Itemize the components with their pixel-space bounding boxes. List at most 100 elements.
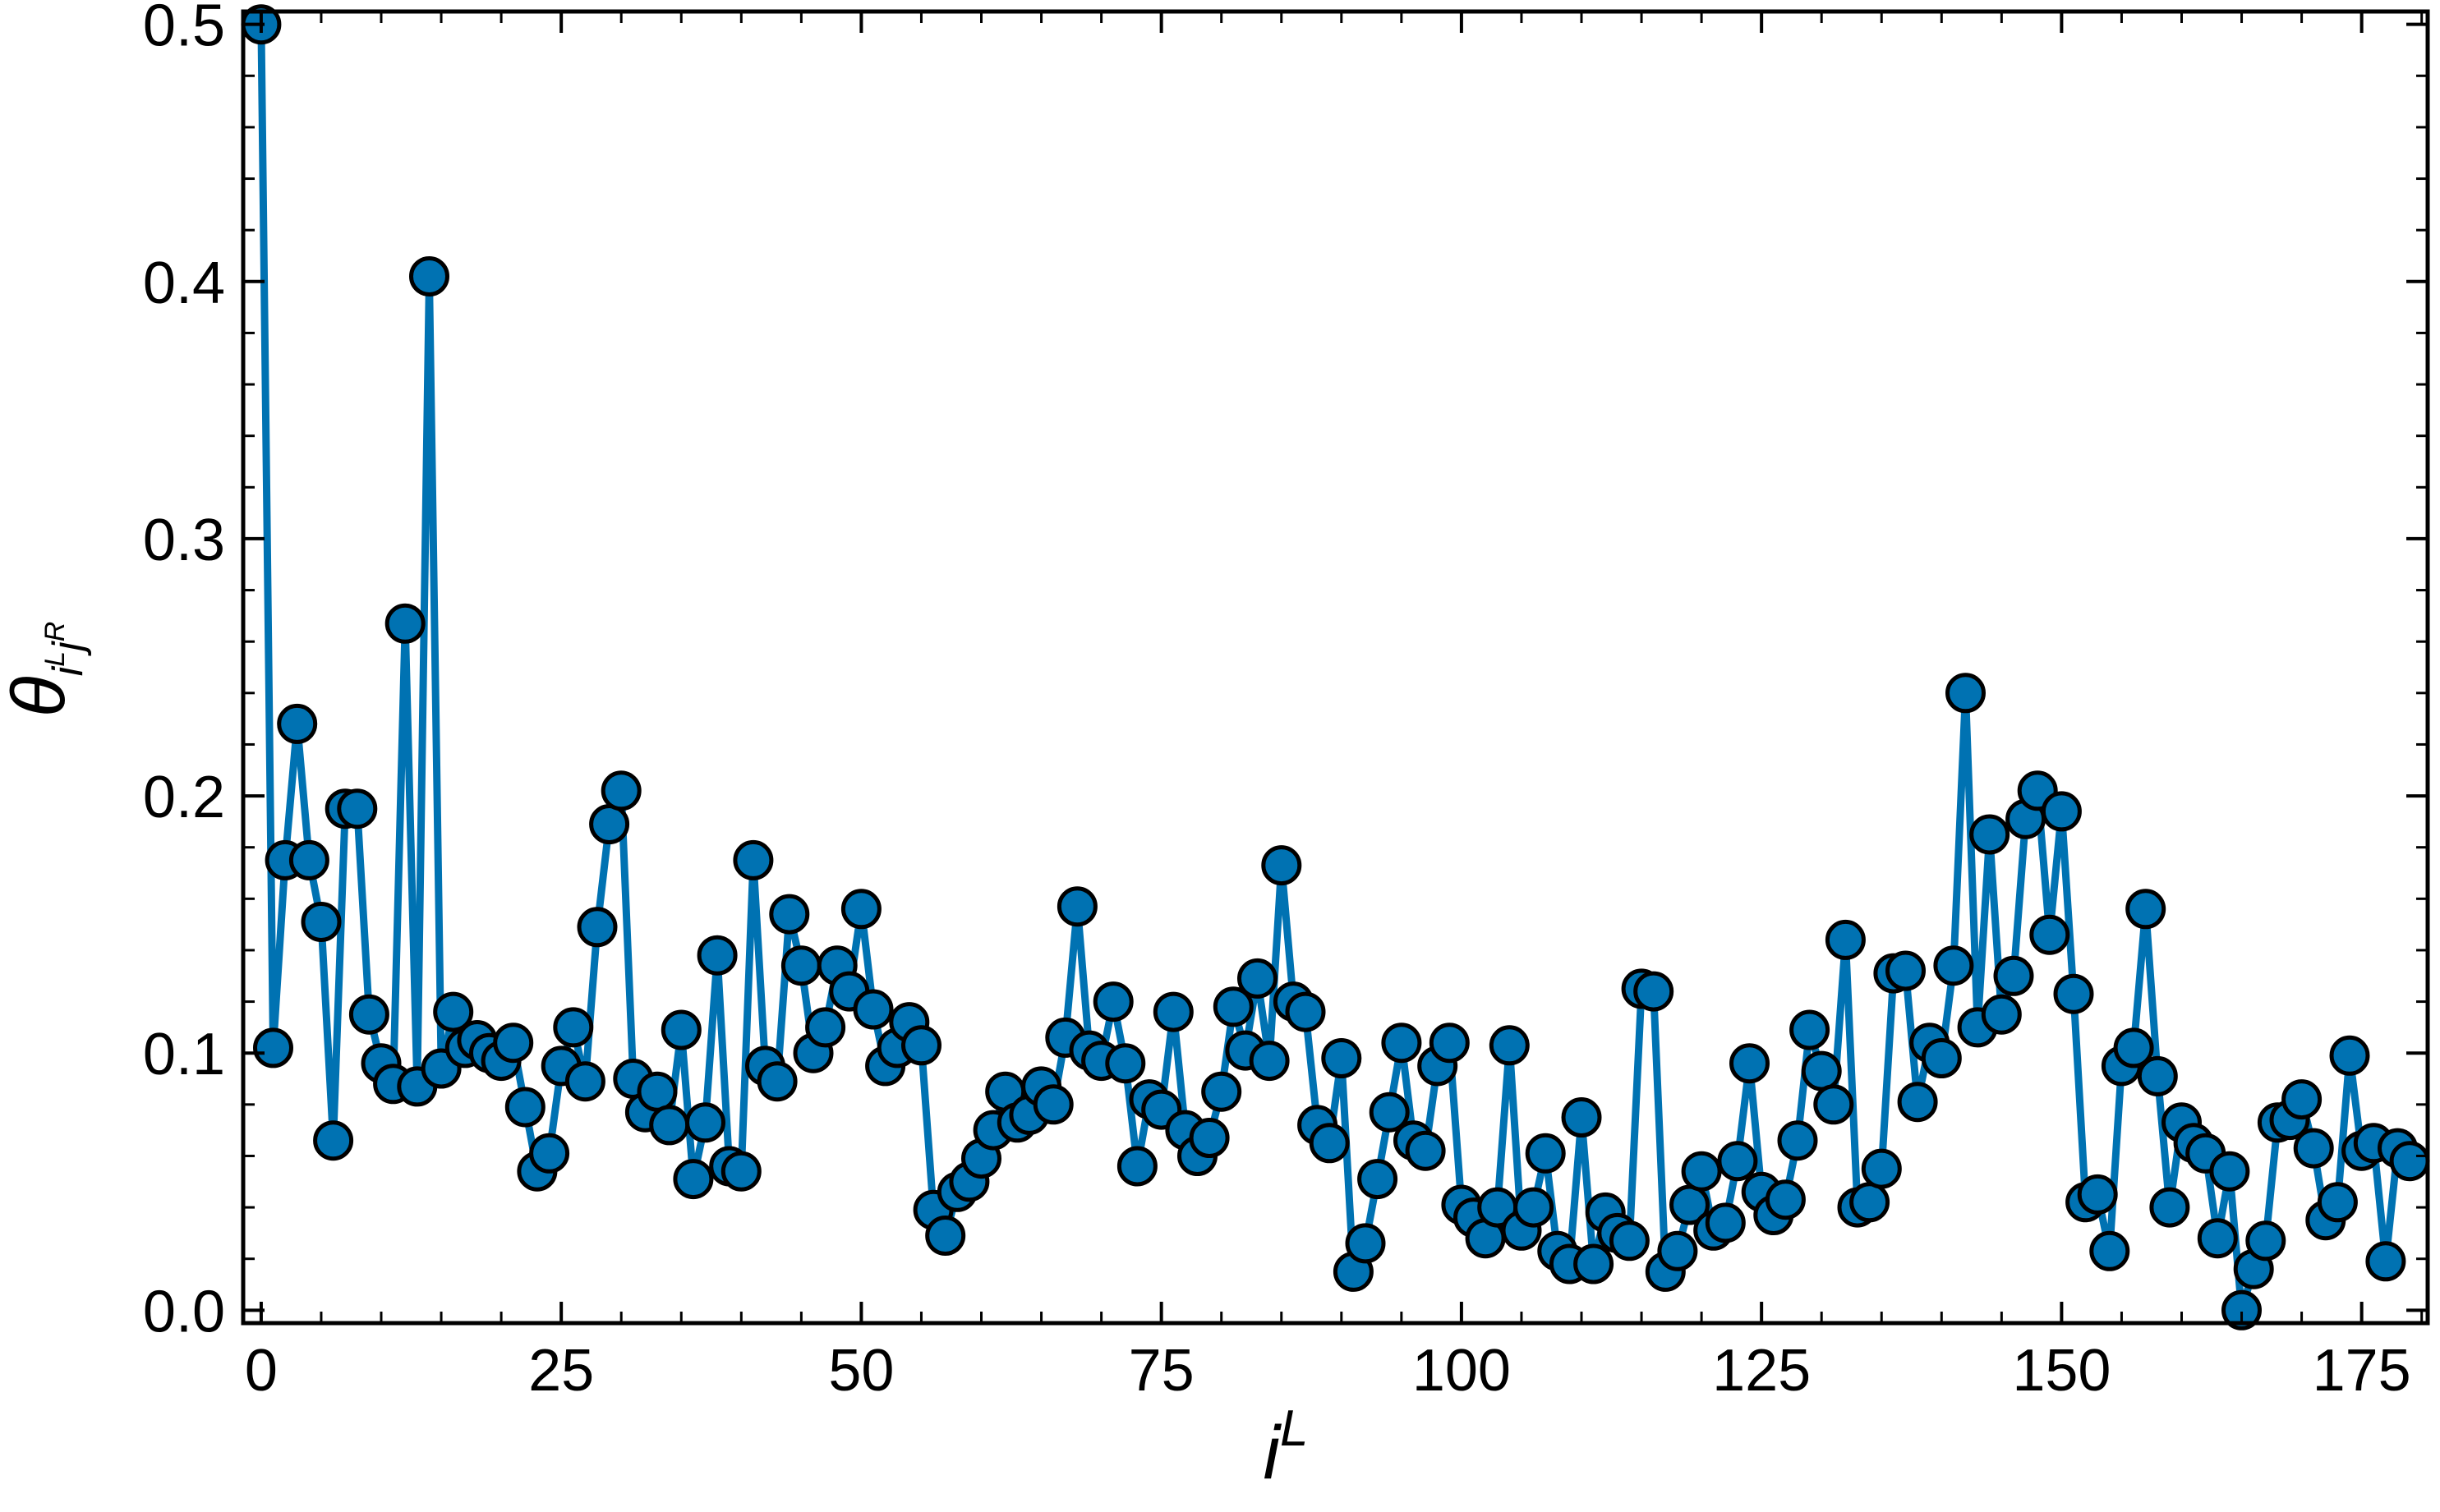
data-point xyxy=(1633,971,1674,1012)
data-point xyxy=(1429,1023,1470,1064)
data-point xyxy=(1705,1202,1746,1243)
data-point xyxy=(1201,1071,1242,1112)
data-point xyxy=(769,894,810,935)
data-point xyxy=(1897,1082,1938,1123)
data-point xyxy=(1489,1025,1530,1066)
data-point xyxy=(493,1023,534,1064)
data-point xyxy=(313,1120,354,1161)
data-point xyxy=(1261,845,1302,886)
data-point xyxy=(564,1061,605,1102)
data-point xyxy=(288,839,329,880)
data-point xyxy=(901,1025,941,1066)
data-point xyxy=(1861,1148,1902,1189)
data-point xyxy=(1825,919,1866,960)
data-point xyxy=(2041,791,2082,832)
data-point xyxy=(1573,1243,1614,1285)
data-point xyxy=(1789,1009,1830,1050)
data-point xyxy=(780,945,822,986)
data-point xyxy=(697,935,738,976)
data-point xyxy=(661,1009,702,1050)
data-point xyxy=(1105,1043,1146,1084)
data-point xyxy=(2281,1079,2323,1120)
y-tick-label: 0.5 xyxy=(143,0,225,59)
y-axis-tick-labels: 0.0 0.1 0.2 0.3 0.4 0.5 xyxy=(143,0,225,1344)
data-point xyxy=(1093,981,1134,1023)
data-point xyxy=(2317,1182,2358,1223)
data-point xyxy=(1993,955,2034,996)
data-point xyxy=(253,1027,293,1069)
data-point xyxy=(1249,1041,1290,1082)
markers-layer xyxy=(241,4,2430,1330)
x-axis-ticks xyxy=(259,11,2424,1323)
data-point xyxy=(2389,1141,2430,1182)
data-point xyxy=(2125,889,2166,930)
data-point xyxy=(1717,1141,1758,1182)
data-point xyxy=(1513,1187,1554,1228)
data-point xyxy=(853,989,894,1030)
axes-frame xyxy=(241,9,2430,1326)
x-tick-label: 0 xyxy=(245,1338,278,1404)
data-point xyxy=(589,804,630,844)
data-point xyxy=(1345,1223,1386,1264)
data-point xyxy=(1849,1182,1890,1223)
data-point xyxy=(601,770,642,811)
data-point xyxy=(1357,1159,1398,1200)
data-point xyxy=(1969,814,2010,855)
data-point xyxy=(2137,1055,2178,1096)
data-point xyxy=(1945,673,1986,714)
data-point xyxy=(1777,1120,1818,1161)
data-point xyxy=(685,1102,725,1143)
x-tick-label: 125 xyxy=(1712,1338,1811,1404)
x-tick-label: 75 xyxy=(1129,1338,1195,1404)
data-point xyxy=(577,907,618,948)
data-point xyxy=(637,1071,678,1112)
data-point xyxy=(2089,1230,2130,1271)
data-point xyxy=(529,1133,570,1174)
data-point xyxy=(673,1159,714,1200)
data-point xyxy=(2197,1218,2238,1259)
data-point xyxy=(649,1105,690,1146)
y-tick-label: 0.4 xyxy=(143,250,225,316)
data-point xyxy=(2329,1035,2370,1076)
data-point xyxy=(384,603,426,644)
data-point xyxy=(337,788,378,830)
data-point xyxy=(1657,1230,1698,1271)
data-point xyxy=(1033,1084,1074,1125)
y-tick-label: 0.0 xyxy=(143,1279,225,1344)
data-point xyxy=(1561,1097,1602,1137)
y-axis-label: θiLjR xyxy=(0,622,92,718)
axes-box xyxy=(241,9,2430,1326)
data-point xyxy=(1153,991,1194,1032)
data-point xyxy=(2221,1289,2262,1330)
data-point xyxy=(1609,1220,1650,1262)
data-point xyxy=(1525,1133,1566,1174)
data-point xyxy=(1933,945,1974,986)
x-tick-label: 150 xyxy=(2012,1338,2111,1404)
data-point xyxy=(805,1007,846,1048)
data-point xyxy=(504,1087,546,1128)
data-point xyxy=(1116,1146,1158,1187)
data-point xyxy=(1309,1123,1350,1164)
y-tick-label: 0.2 xyxy=(143,765,225,830)
data-point xyxy=(1381,1023,1422,1064)
data-point xyxy=(1801,1050,1842,1091)
data-point xyxy=(1813,1084,1854,1125)
data-point xyxy=(2365,1241,2406,1282)
x-axis-label: iL xyxy=(1264,1400,1309,1495)
data-point xyxy=(1285,991,1326,1032)
y-tick-label: 0.3 xyxy=(143,508,225,573)
data-point xyxy=(720,1151,762,1192)
data-point xyxy=(1369,1091,1410,1133)
data-point xyxy=(2053,973,2094,1014)
data-point xyxy=(757,1061,798,1102)
data-point xyxy=(553,1007,594,1048)
data-point xyxy=(433,991,474,1032)
x-axis-tick-labels: 0 25 50 75 100 125 150 175 xyxy=(245,1338,2411,1404)
data-point xyxy=(1765,1179,1806,1220)
data-point xyxy=(840,889,882,930)
data-point xyxy=(1921,1038,1962,1078)
data-point xyxy=(2293,1128,2334,1169)
data-point xyxy=(2077,1174,2118,1215)
data-point xyxy=(2029,914,2070,955)
